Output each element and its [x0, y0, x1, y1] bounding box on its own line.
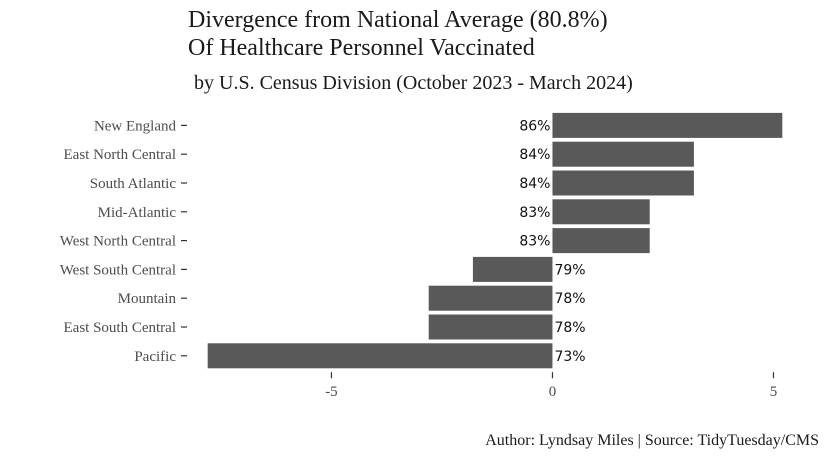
x-tick-label: -5 — [325, 384, 338, 400]
chart-title-line-2: Of Healthcare Personnel Vaccinated — [188, 35, 535, 61]
x-axis: -5 0 5 — [325, 372, 777, 400]
bar — [552, 199, 650, 225]
x-tick-label: 0 — [549, 384, 557, 400]
category-label: South Atlantic — [90, 176, 177, 192]
category-label: New England — [94, 118, 177, 134]
data-label: 79% — [554, 262, 585, 278]
category-label: West North Central — [60, 234, 176, 250]
category-label: East South Central — [64, 320, 177, 336]
data-label: 83% — [519, 205, 550, 221]
bar — [428, 314, 553, 340]
bar — [472, 256, 553, 282]
category-labels-group: New England East North Central South Atlan… — [60, 118, 187, 365]
data-label: 78% — [554, 291, 585, 307]
data-label: 84% — [519, 176, 550, 192]
bar — [552, 112, 783, 138]
category-label: Mid-Atlantic — [98, 205, 177, 221]
data-label: 73% — [554, 349, 585, 365]
category-label: Pacific — [134, 349, 176, 365]
category-label: Mountain — [118, 291, 177, 307]
data-label: 84% — [519, 147, 550, 163]
bar — [552, 141, 694, 167]
chart-title-line-1: Divergence from National Average (80.8%) — [188, 7, 608, 33]
chart-title: Divergence from National Average (80.8%)… — [188, 6, 608, 62]
bar — [552, 170, 694, 196]
bars-group — [207, 112, 783, 369]
bar — [552, 228, 650, 254]
category-label: East North Central — [64, 147, 176, 163]
data-label: 86% — [519, 118, 550, 134]
chart-caption: Author: Lyndsay Miles | Source: TidyTues… — [485, 432, 819, 449]
chart-subtitle: by U.S. Census Division (October 2023 - … — [194, 72, 633, 94]
data-labels-group: 86%84%84%83%83%79%78%78%73% — [519, 118, 585, 364]
data-label: 83% — [519, 234, 550, 250]
data-label: 78% — [554, 320, 585, 336]
category-label: West South Central — [60, 262, 176, 278]
bar — [428, 285, 553, 311]
bar — [207, 343, 553, 369]
x-tick-label: 5 — [770, 384, 778, 400]
